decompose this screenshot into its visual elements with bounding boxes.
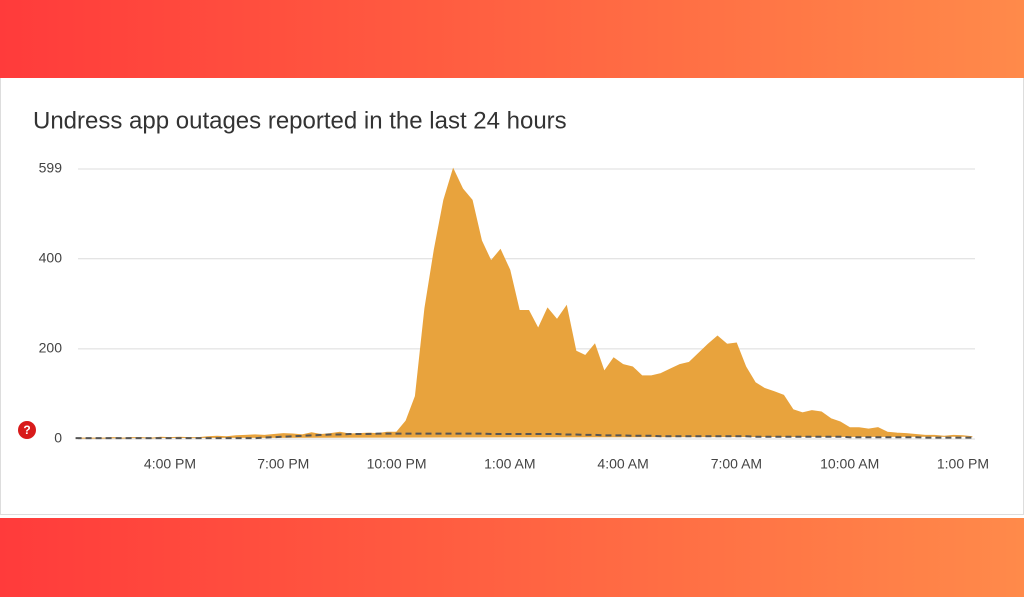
y-tick-label: 0 bbox=[54, 430, 62, 446]
chart-title: Undress app outages reported in the last… bbox=[33, 107, 567, 134]
x-tick-label: 10:00 AM bbox=[820, 456, 879, 472]
footer-banner bbox=[0, 518, 1024, 597]
y-tick-label: 599 bbox=[39, 160, 63, 176]
x-tick-label: 4:00 PM bbox=[144, 456, 196, 472]
x-tick-label: 4:00 AM bbox=[597, 456, 648, 472]
y-tick-label: 200 bbox=[39, 340, 63, 356]
x-tick-label: 7:00 PM bbox=[257, 456, 309, 472]
x-tick-label: 1:00 AM bbox=[484, 456, 535, 472]
help-icon[interactable] bbox=[18, 421, 36, 439]
x-tick-label: 10:00 PM bbox=[367, 456, 427, 472]
help-icon-glyph: ? bbox=[23, 423, 30, 437]
x-tick-label: 1:00 PM bbox=[937, 456, 989, 472]
reports-area bbox=[75, 167, 973, 439]
y-tick-label: 400 bbox=[39, 249, 63, 265]
x-tick-label: 7:00 AM bbox=[711, 456, 762, 472]
header-banner bbox=[0, 0, 1024, 78]
